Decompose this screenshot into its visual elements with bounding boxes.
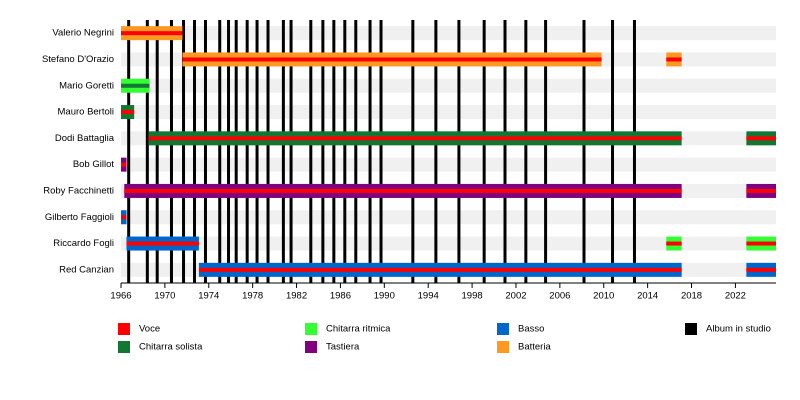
- legend-label: Voce: [139, 324, 160, 335]
- member-bar-stripe: [121, 83, 150, 88]
- member-bar-stripe: [121, 215, 127, 220]
- member-bar-stripe: [746, 241, 776, 246]
- member-bar-stripe: [121, 110, 135, 115]
- x-tick-label: 1966: [110, 291, 131, 302]
- member-bar-stripe: [198, 267, 682, 272]
- member-bar-stripe: [148, 136, 682, 141]
- x-tick-label: 1998: [462, 291, 483, 302]
- member-label: Roby Facchinetti: [43, 185, 114, 196]
- legend-label: Batteria: [518, 342, 551, 353]
- x-tick-label: 1986: [330, 291, 351, 302]
- legend-swatch: [685, 323, 697, 335]
- legend-label: Tastiera: [326, 342, 360, 353]
- legend-swatch: [497, 323, 509, 335]
- member-label: Mario Goretti: [59, 80, 114, 91]
- member-bar-stripe: [182, 57, 602, 62]
- member-bar-stripe: [746, 267, 776, 272]
- x-tick-label: 2014: [637, 291, 658, 302]
- member-bar-stripe: [124, 188, 682, 193]
- member-label: Valerio Negrini: [52, 28, 114, 39]
- x-tick-label: 2018: [681, 291, 702, 302]
- legend-swatch: [305, 323, 317, 335]
- member-bar-stripe: [666, 241, 682, 246]
- member-bar-stripe: [666, 57, 682, 62]
- x-tick-label: 1978: [242, 291, 263, 302]
- legend-label: Album in studio: [706, 324, 771, 335]
- x-tick-label: 1974: [198, 291, 219, 302]
- member-label: Dodi Battaglia: [55, 133, 115, 144]
- x-tick-label: 1970: [154, 291, 175, 302]
- legend-swatch: [497, 341, 509, 353]
- legend-label: Basso: [518, 324, 544, 335]
- x-tick-label: 2002: [505, 291, 526, 302]
- legend-swatch: [118, 341, 130, 353]
- member-bar-stripe: [121, 162, 127, 167]
- x-tick-label: 1990: [374, 291, 395, 302]
- member-label: Red Canzian: [59, 264, 114, 275]
- member-bar-stripe: [746, 136, 776, 141]
- x-tick-label: 1982: [286, 291, 307, 302]
- legend-label: Chitarra solista: [139, 342, 203, 353]
- x-tick-label: 1994: [418, 291, 439, 302]
- member-label: Riccardo Fogli: [53, 238, 114, 249]
- x-tick-label: 2022: [725, 291, 746, 302]
- x-tick-label: 2010: [593, 291, 614, 302]
- member-bar-stripe: [121, 31, 183, 36]
- member-label: Stefano D'Orazio: [42, 54, 114, 65]
- member-label: Bob Gillot: [73, 159, 115, 170]
- member-bar-stripe: [746, 188, 776, 193]
- legend-label: Chitarra ritmica: [326, 324, 391, 335]
- x-tick-label: 2006: [549, 291, 570, 302]
- member-label: Mauro Bertoli: [58, 107, 115, 118]
- legend-swatch: [118, 323, 130, 335]
- member-label: Gilberto Faggioli: [45, 212, 114, 223]
- member-bar-stripe: [126, 241, 199, 246]
- legend-swatch: [305, 341, 317, 353]
